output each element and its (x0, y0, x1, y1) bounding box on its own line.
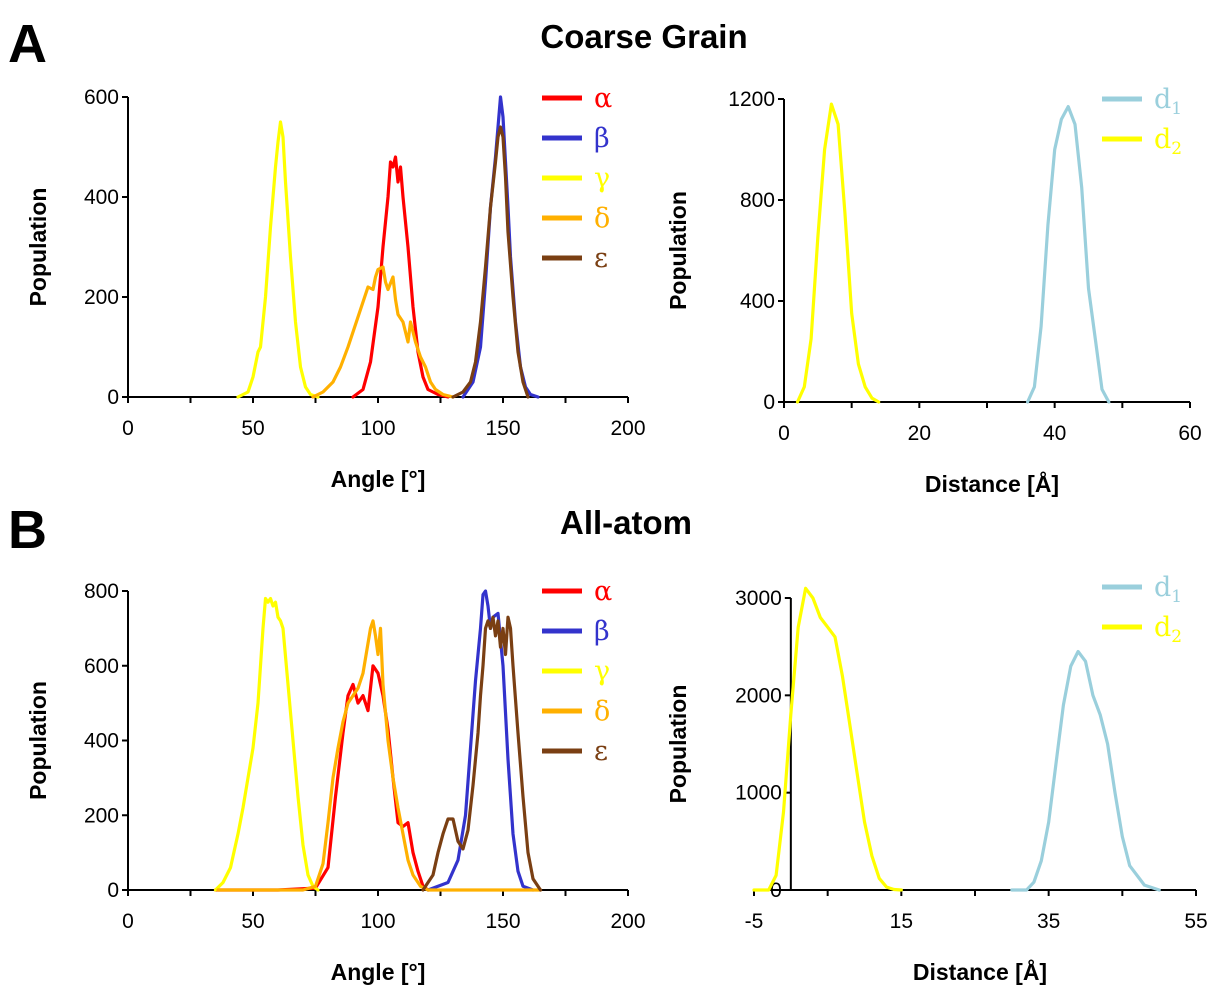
x-tick-label: 15 (890, 910, 913, 933)
x-tick-label: 200 (610, 910, 645, 933)
chart-a-angle: 0 50 100 150 200 0 200 400 600 Angle [°] Populatio… (25, 83, 646, 492)
x-tick-label: 100 (360, 417, 395, 440)
series-line- (426, 589, 535, 892)
y-tick-label: 2000 (735, 684, 782, 707)
y-tick-label: 0 (770, 879, 782, 902)
legend-label: β (594, 616, 610, 647)
y-axis-label: Population (665, 685, 691, 804)
legend-label: α (594, 83, 612, 114)
series-line- (216, 619, 543, 892)
x-axis-label: Distance [Å] (925, 470, 1059, 497)
series-line-d1 (1025, 104, 1111, 404)
y-axis-label: Population (25, 188, 51, 307)
x-tick-label: 150 (485, 417, 520, 440)
x-tick-label: 0 (778, 422, 790, 445)
panel-title-a: Coarse Grain (540, 18, 747, 55)
series-line- (451, 125, 530, 399)
series-line- (213, 596, 320, 892)
y-tick-label: 200 (84, 804, 119, 827)
legend-label: d2 (1154, 612, 1182, 647)
legend-label: α (594, 576, 612, 607)
x-tick-label: 50 (241, 910, 264, 933)
legend-label: δ (594, 696, 610, 727)
x-axis-label: Angle [°] (331, 466, 426, 492)
y-tick-label: 1200 (728, 88, 775, 111)
legend-label: d1 (1154, 84, 1182, 119)
y-axis-label: Population (665, 191, 691, 310)
panel-title-b: All-atom (560, 504, 692, 541)
y-tick-label: 600 (84, 86, 119, 109)
x-tick-label: 200 (610, 417, 645, 440)
series-line- (236, 120, 320, 399)
legend-label: ε (594, 736, 608, 767)
y-tick-label: 400 (84, 730, 119, 753)
series-line-d1 (1010, 649, 1161, 892)
series-line- (421, 615, 543, 892)
x-axis-label: Angle [°] (331, 959, 426, 985)
series-line-d2 (795, 102, 881, 404)
panel-letter-b: B (8, 500, 47, 560)
x-tick-label: -5 (745, 910, 764, 933)
chart-b-distance: -5 15 35 55 0 1000 2000 3000 Distance [Å] Populat… (665, 572, 1208, 985)
x-tick-label: 0 (122, 417, 134, 440)
y-tick-label: 1000 (735, 782, 782, 805)
series-line- (311, 265, 455, 399)
legend-label: β (594, 123, 610, 154)
x-tick-label: 55 (1184, 910, 1207, 933)
x-tick-label: 60 (1178, 422, 1201, 445)
x-axis-label: Distance [Å] (913, 958, 1047, 985)
y-tick-label: 600 (84, 655, 119, 678)
series-line- (351, 155, 450, 399)
y-tick-label: 0 (107, 879, 119, 902)
x-tick-label: 40 (1043, 422, 1066, 445)
x-tick-label: 150 (485, 910, 520, 933)
x-tick-label: 35 (1037, 910, 1060, 933)
x-tick-label: 0 (122, 910, 134, 933)
chart-a-distance: 0 20 40 60 0 400 800 1200 Distance [Å] Population… (665, 84, 1202, 497)
chart-b-angle: 0 50 100 150 200 0 200 400 600 800 Angle [°] Popula… (25, 576, 646, 985)
x-tick-label: 50 (241, 417, 264, 440)
legend-label: d1 (1154, 572, 1182, 607)
y-tick-label: 0 (107, 386, 119, 409)
x-tick-label: 100 (360, 910, 395, 933)
series-line- (213, 664, 430, 892)
panel-letter-a: A (8, 14, 47, 74)
y-tick-label: 400 (84, 186, 119, 209)
legend-label: γ (594, 163, 610, 194)
legend-label: ε (594, 243, 608, 274)
y-tick-label: 0 (763, 391, 775, 414)
y-tick-label: 800 (84, 580, 119, 603)
x-tick-label: 20 (908, 422, 931, 445)
series-line-d2 (752, 586, 903, 892)
y-tick-label: 3000 (735, 587, 782, 610)
y-tick-label: 800 (740, 189, 775, 212)
legend-label: δ (594, 203, 610, 234)
y-tick-label: 400 (740, 290, 775, 313)
legend-label: γ (594, 656, 610, 687)
series-line- (461, 95, 540, 399)
y-tick-label: 200 (84, 286, 119, 309)
legend-label: d2 (1154, 124, 1182, 159)
y-axis-label: Population (25, 681, 51, 800)
